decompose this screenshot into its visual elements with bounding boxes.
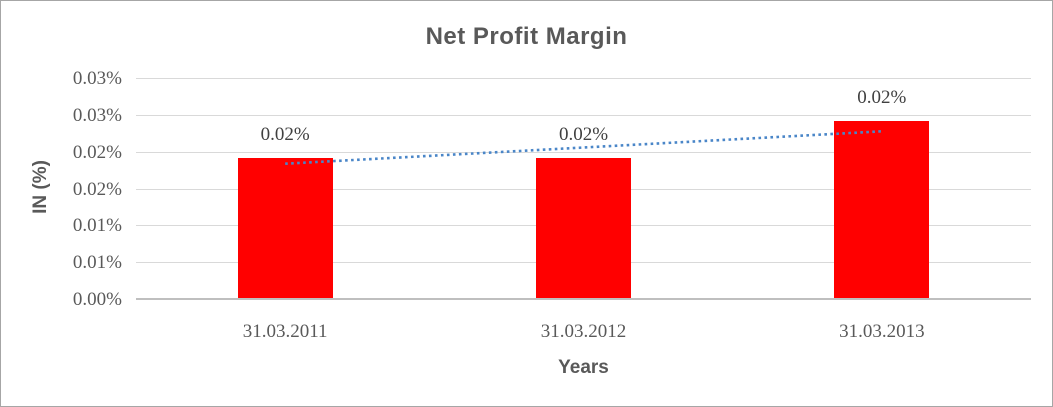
bar bbox=[536, 158, 631, 298]
y-tick-label: 0.00% bbox=[72, 289, 122, 310]
x-category-label: 31.03.2013 bbox=[839, 321, 925, 342]
trendline bbox=[285, 130, 882, 166]
gridline bbox=[136, 114, 1031, 116]
plot-area: 0.02% 0.02% 0.02% bbox=[136, 78, 1031, 300]
gridline bbox=[136, 151, 1031, 153]
y-tick-label: 0.03% bbox=[72, 68, 122, 89]
y-tick-label: 0.02% bbox=[72, 178, 122, 200]
x-category-label: 31.03.2011 bbox=[242, 321, 328, 342]
bar bbox=[237, 158, 333, 298]
y-tick-label: 0.03% bbox=[72, 104, 122, 126]
chart-title: Net Profit Margin bbox=[425, 23, 628, 50]
gridline bbox=[136, 78, 1031, 79]
y-tick-label: 0.02% bbox=[72, 141, 122, 163]
bar-data-label: 0.02% bbox=[857, 87, 907, 109]
y-tick-label: 0.01% bbox=[72, 215, 122, 237]
x-category-label: 31.03.2012 bbox=[540, 321, 627, 342]
bar-data-label: 0.02% bbox=[558, 124, 609, 146]
x-axis-title: Years bbox=[558, 357, 609, 378]
bar-data-label: 0.02% bbox=[260, 124, 310, 146]
y-tick-label: 0.01% bbox=[72, 252, 122, 274]
bar bbox=[834, 121, 930, 298]
